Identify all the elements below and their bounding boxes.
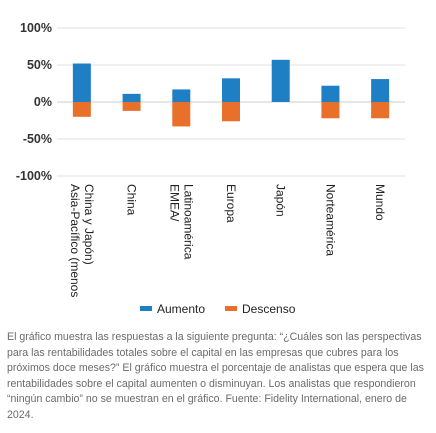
chart-caption: El gráfico muestra las respuestas a la s… <box>7 331 424 421</box>
y-tick-label: -50% <box>23 132 52 146</box>
x-tick-label: Europa <box>224 184 238 223</box>
legend-label: Descenso <box>242 302 296 316</box>
y-tick-label: -100% <box>16 169 52 183</box>
x-tick-label: China y Japón) <box>82 184 96 265</box>
x-tick-label: Latinoamérica <box>181 184 195 260</box>
bar-aumento <box>321 85 340 102</box>
bar-aumento <box>222 78 240 102</box>
bar-aumento <box>72 63 91 102</box>
x-tick-label: China <box>125 184 139 216</box>
x-tick-label: Japón <box>274 184 288 217</box>
x-tick-label: Mundo <box>373 184 387 221</box>
y-tick-label: 100% <box>20 21 52 35</box>
legend-label: Aumento <box>157 302 205 316</box>
legend-swatch <box>225 306 237 311</box>
bar-chart: 100%50%0%-50%-100%Asia-Pacífico (menos Ch… <box>16 21 405 316</box>
bar-descenso <box>371 102 390 119</box>
bar-aumento <box>371 79 390 102</box>
x-tick-label: Norteamérica <box>323 184 337 256</box>
x-tick-label: EMEA/ <box>167 184 181 222</box>
bar-aumento <box>271 59 290 102</box>
bar-descenso <box>321 102 340 119</box>
y-tick-label: 50% <box>27 58 52 72</box>
bar-descenso <box>122 102 141 111</box>
y-tick-label: 0% <box>34 95 52 109</box>
bar-descenso <box>72 102 91 117</box>
bar-descenso <box>172 102 191 127</box>
x-tick-label: Asia-Pacífico (menos <box>68 184 82 297</box>
legend-swatch <box>140 306 152 311</box>
bar-aumento <box>122 93 141 102</box>
bar-descenso <box>222 102 240 122</box>
bar-aumento <box>172 89 191 102</box>
